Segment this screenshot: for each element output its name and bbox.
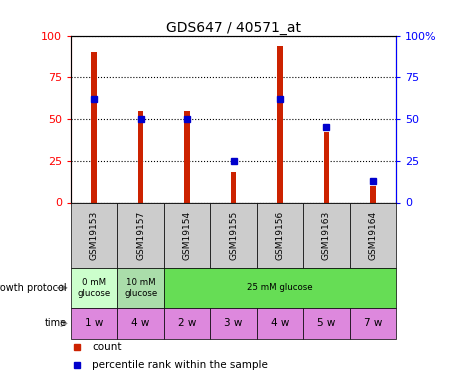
- Bar: [210, 308, 257, 339]
- Text: 7 w: 7 w: [364, 318, 382, 328]
- Bar: [184, 111, 190, 202]
- Bar: [164, 268, 396, 308]
- Bar: [164, 308, 210, 339]
- Text: GSM19157: GSM19157: [136, 211, 145, 260]
- Bar: [303, 202, 350, 268]
- Text: time: time: [44, 318, 66, 328]
- Text: 2 w: 2 w: [178, 318, 196, 328]
- Bar: [71, 268, 117, 308]
- Bar: [303, 308, 350, 339]
- Text: GSM19156: GSM19156: [276, 211, 284, 260]
- Bar: [210, 202, 257, 268]
- Title: GDS647 / 40571_at: GDS647 / 40571_at: [166, 21, 301, 34]
- Text: GSM19163: GSM19163: [322, 211, 331, 260]
- Bar: [71, 308, 117, 339]
- Bar: [257, 202, 303, 268]
- Text: GSM19154: GSM19154: [183, 211, 191, 260]
- Text: GSM19153: GSM19153: [90, 211, 99, 260]
- Text: 0 mM
glucose: 0 mM glucose: [77, 278, 111, 297]
- Bar: [138, 111, 143, 202]
- Bar: [257, 308, 303, 339]
- Bar: [71, 202, 117, 268]
- Text: count: count: [92, 342, 122, 352]
- Bar: [164, 202, 210, 268]
- Text: 4 w: 4 w: [271, 318, 289, 328]
- Bar: [117, 308, 164, 339]
- Text: 3 w: 3 w: [224, 318, 243, 328]
- Text: GSM19155: GSM19155: [229, 211, 238, 260]
- Bar: [117, 268, 164, 308]
- Bar: [117, 202, 164, 268]
- Bar: [231, 172, 236, 202]
- Text: GSM19164: GSM19164: [368, 211, 377, 260]
- Bar: [350, 308, 396, 339]
- Bar: [324, 132, 329, 202]
- Text: 1 w: 1 w: [85, 318, 104, 328]
- Bar: [350, 202, 396, 268]
- Text: 4 w: 4 w: [131, 318, 150, 328]
- Bar: [370, 186, 376, 202]
- Text: 5 w: 5 w: [317, 318, 336, 328]
- Text: percentile rank within the sample: percentile rank within the sample: [92, 360, 268, 370]
- Bar: [92, 53, 97, 202]
- Bar: [277, 46, 283, 203]
- Text: 25 mM glucose: 25 mM glucose: [247, 284, 313, 292]
- Text: growth protocol: growth protocol: [0, 283, 66, 293]
- Text: 10 mM
glucose: 10 mM glucose: [124, 278, 157, 297]
